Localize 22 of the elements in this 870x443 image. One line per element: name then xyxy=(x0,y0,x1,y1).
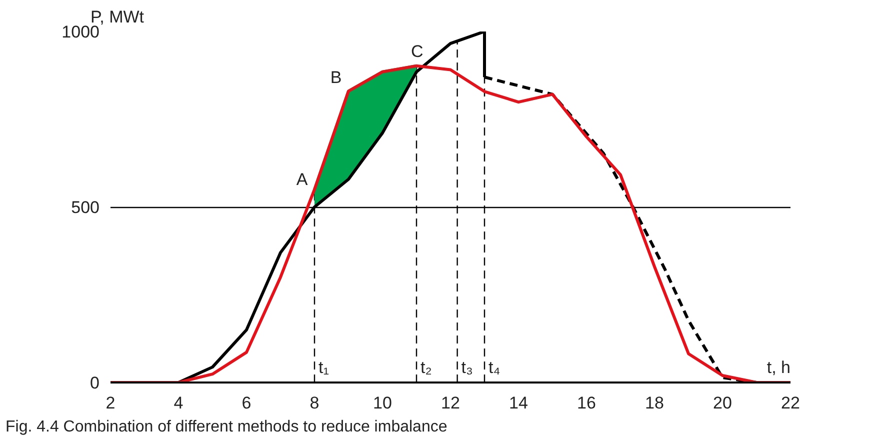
x-tick-label: 22 xyxy=(781,394,800,412)
annotation: A xyxy=(296,170,308,189)
x-tick-label: 6 xyxy=(242,394,252,412)
annotation: B xyxy=(330,68,342,88)
x-tick-label: 2 xyxy=(106,394,116,412)
ref-line-label: t₂ xyxy=(420,358,432,378)
x-tick-label: 14 xyxy=(509,394,528,412)
x-tick-label: 16 xyxy=(577,394,596,412)
x-axis-title: t, h xyxy=(766,358,790,378)
ref-line-label: t₄ xyxy=(488,358,500,378)
ref-line-label: t₃ xyxy=(461,358,473,378)
x-tick-label: 20 xyxy=(713,394,732,412)
annotation: C xyxy=(411,42,424,61)
ref-line-label: t₁ xyxy=(318,358,330,378)
x-tick-label: 12 xyxy=(441,394,460,412)
x-tick-label: 8 xyxy=(310,394,320,412)
y-tick-label: 0 xyxy=(90,374,100,392)
x-tick-label: 4 xyxy=(174,394,184,412)
x-tick-label: 18 xyxy=(645,394,664,412)
text: Fig. 4.4 Combination of different methods to reduce imbalance xyxy=(6,418,448,436)
x-tick-label: 10 xyxy=(373,394,392,412)
y-tick-label: 500 xyxy=(71,198,100,217)
